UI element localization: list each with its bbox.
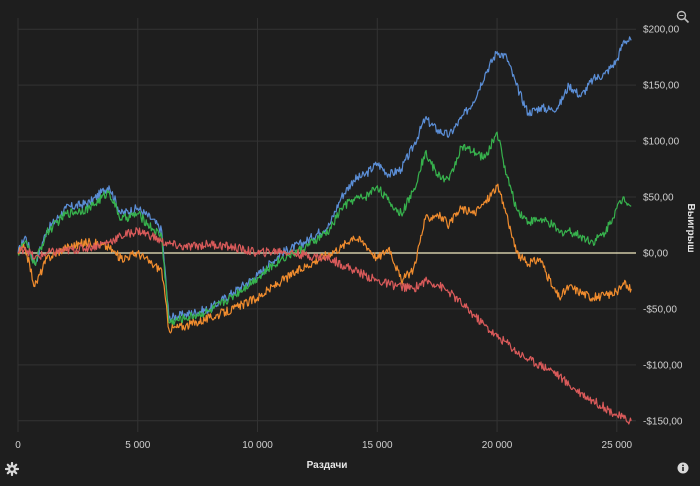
y-tick-label: $200,00	[643, 25, 680, 36]
x-axis-label: Раздачи	[307, 460, 348, 471]
y-tick-label: $50,00	[643, 193, 674, 204]
y-tick-label: -$50,00	[643, 304, 677, 315]
x-tick-label: 10 000	[242, 440, 273, 451]
x-tick-label: 5 000	[125, 440, 150, 451]
zoom-icon[interactable]	[674, 8, 692, 26]
y-axis-ticks: $200,00 $150,00 $100,00 $50,00 $0,00 -$50,00 -…	[643, 25, 683, 428]
y-axis-label: Выигрыш	[685, 203, 696, 252]
series-line-1	[17, 36, 632, 323]
x-tick-label: 20 000	[482, 440, 513, 451]
series-line-4	[17, 227, 632, 425]
series-lines	[17, 36, 632, 425]
y-tick-label: $0,00	[643, 248, 668, 259]
y-tick-label: $100,00	[643, 137, 680, 148]
info-icon[interactable]	[674, 459, 692, 477]
gear-icon[interactable]	[3, 460, 21, 478]
y-tick-label: $150,00	[643, 81, 680, 92]
x-tick-label: 0	[15, 440, 21, 451]
x-axis-ticks: 0 5 000 10 000 15 000 20 000 25 000	[15, 440, 632, 451]
y-tick-label: -$100,00	[643, 360, 683, 371]
series-line-3	[17, 183, 632, 334]
x-tick-label: 15 000	[362, 440, 393, 451]
x-tick-label: 25 000	[602, 440, 633, 451]
series-line-2	[17, 131, 632, 326]
y-tick-label: -$150,00	[643, 416, 683, 427]
